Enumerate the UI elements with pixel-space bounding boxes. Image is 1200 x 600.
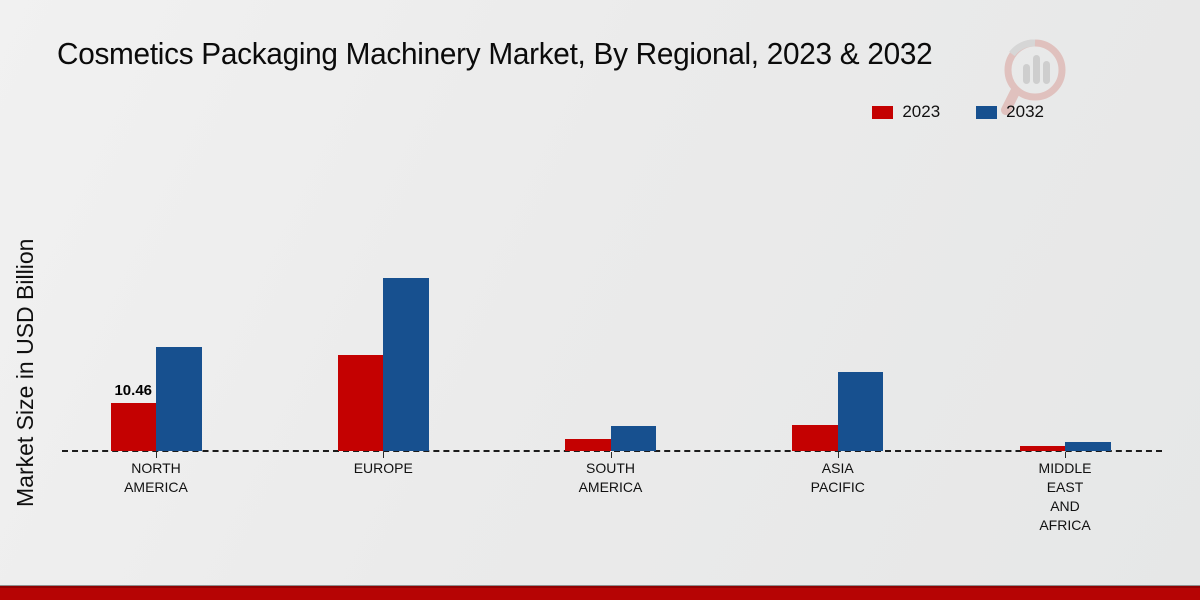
x-axis-baseline: [62, 450, 1162, 452]
bar-value-label-2023-north-america: 10.46: [114, 381, 153, 399]
legend-swatch-2023: [872, 105, 894, 119]
category-label-middle-east-and-africa: MIDDLE EAST AND AFRICA: [1038, 460, 1092, 533]
chart-title: Cosmetics Packaging Machinery Market, By…: [57, 36, 933, 71]
category-label-south-america: SOUTH AMERICA: [578, 460, 643, 495]
bar-2032-europe: [383, 277, 429, 451]
legend-item-2023: 2023: [872, 102, 940, 122]
axis-tick-asia-pacific: [837, 452, 839, 458]
y-axis-label: Market Size in USD Billion: [12, 238, 38, 507]
axis-tick-middle-east-and-africa: [1065, 452, 1066, 458]
bar-2032-south-america: [610, 426, 656, 451]
category-label-asia-pacific: ASIA PACIFIC: [810, 460, 865, 495]
bar-2032-north-america: [156, 347, 202, 451]
legend-swatch-2032: [976, 105, 998, 119]
bar-2032-asia-pacific: [837, 371, 884, 451]
category-label-europe: EUROPE: [353, 460, 413, 476]
bar-2023-south-america: [565, 439, 611, 451]
bar-2023-europe: [337, 355, 384, 451]
axis-tick-north-america: [156, 452, 157, 458]
legend-label-2023: 2023: [902, 102, 941, 121]
category-label-north-america: NORTH AMERICA: [124, 460, 188, 495]
bar-2023-asia-pacific: [792, 424, 838, 451]
footer-bar: [0, 585, 1200, 600]
legend-label-2032: 2032: [1006, 102, 1044, 121]
legend: 2023 2032: [872, 102, 1044, 122]
bar-2032-middle-east-and-africa: [1065, 442, 1111, 451]
axis-tick-europe: [383, 452, 385, 458]
axis-tick-south-america: [610, 452, 612, 458]
market-research-magnifier-logo-icon: [1001, 39, 1066, 115]
legend-item-2032: 2032: [976, 102, 1044, 122]
bar-2023-middle-east-and-africa: [1019, 445, 1065, 451]
bar-2023-north-america: [110, 402, 156, 451]
